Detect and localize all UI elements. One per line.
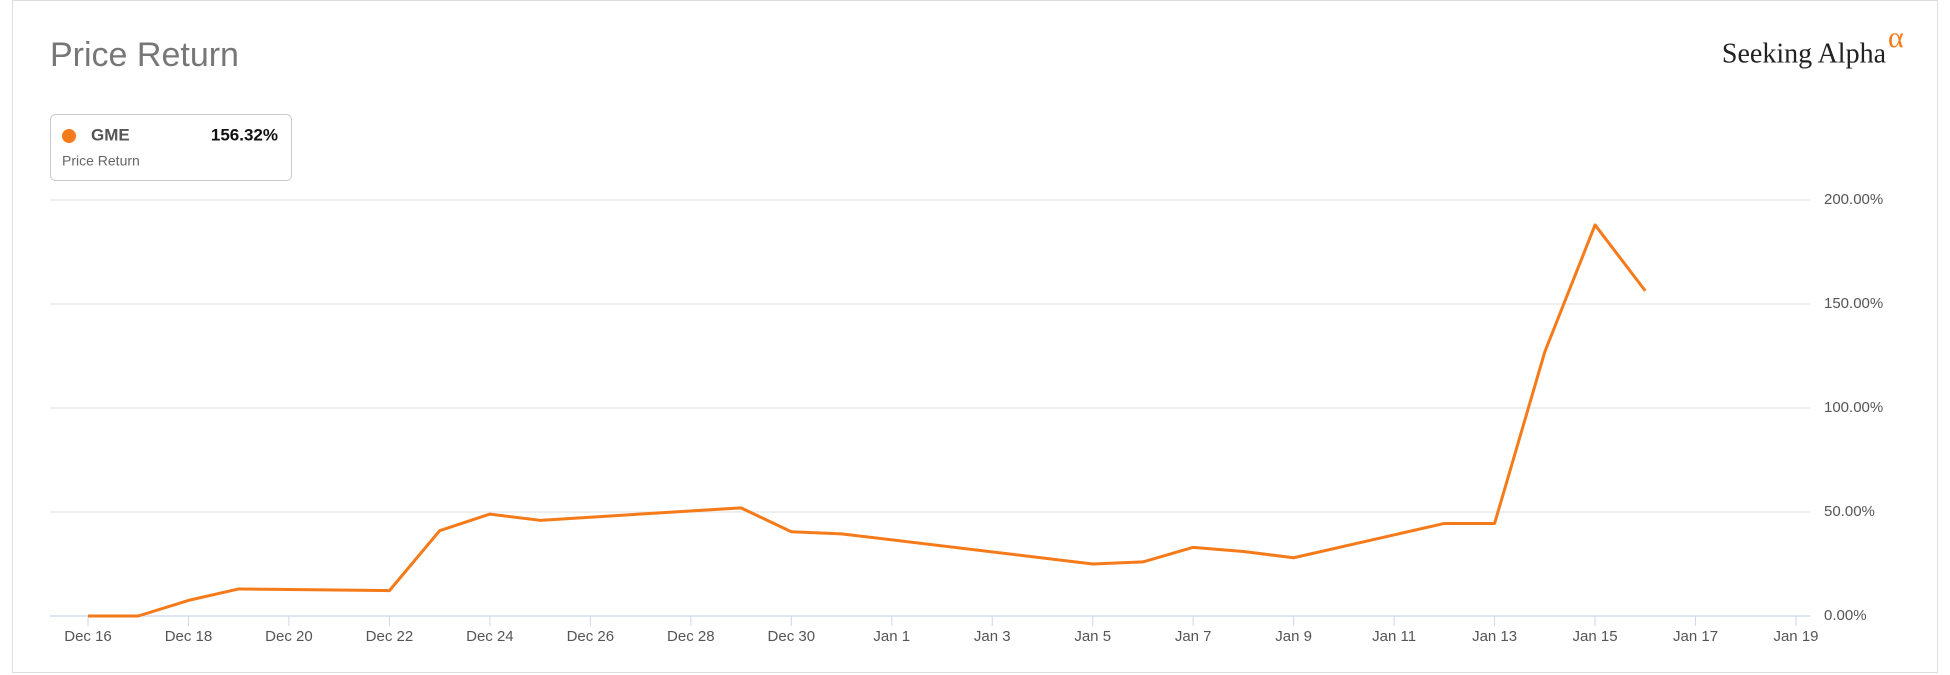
- x-tick-label: Jan 1: [873, 628, 910, 645]
- x-tick-label: Jan 7: [1175, 628, 1212, 645]
- x-tick-label: Jan 19: [1773, 628, 1818, 645]
- x-tick-label: Jan 9: [1275, 628, 1312, 645]
- x-tick-label: Dec 18: [165, 628, 213, 645]
- x-tick-label: Dec 20: [265, 628, 313, 645]
- y-tick-label: 200.00%: [1824, 191, 1883, 208]
- chart-title: Price Return: [50, 36, 239, 74]
- y-tick-label: 150.00%: [1824, 295, 1883, 312]
- y-tick-label: 0.00%: [1824, 607, 1867, 624]
- x-tick-label: Dec 24: [466, 628, 514, 645]
- data-line: [88, 223, 1647, 618]
- x-tick-label: Jan 11: [1372, 628, 1416, 645]
- brand: Seeking Alpha: [1722, 38, 1887, 69]
- x-tick-label: Dec 22: [366, 628, 414, 645]
- x-tick-label: Dec 30: [768, 628, 816, 645]
- frame: [12, 0, 1938, 673]
- legend-value: 156.32%: [211, 125, 278, 144]
- legend-box: [50, 114, 292, 181]
- x-tick-label: Dec 28: [667, 628, 715, 645]
- legend-caption: Price Return: [62, 153, 140, 169]
- x-tick-label: Jan 17: [1673, 628, 1718, 645]
- x-tick-label: Jan 5: [1074, 628, 1111, 645]
- brand-mark: α: [1888, 21, 1904, 54]
- legend-name: GME: [91, 125, 130, 144]
- x-tick-label: Dec 16: [64, 628, 112, 645]
- y-tick-label: 50.00%: [1824, 503, 1875, 520]
- legend-dot: [62, 129, 76, 143]
- x-tick-label: Dec 26: [567, 628, 615, 645]
- y-tick-label: 100.00%: [1824, 399, 1883, 416]
- x-tick-label: Jan 13: [1472, 628, 1517, 645]
- x-tick-label: Jan 3: [974, 628, 1011, 645]
- x-tick-label: Jan 15: [1573, 628, 1618, 645]
